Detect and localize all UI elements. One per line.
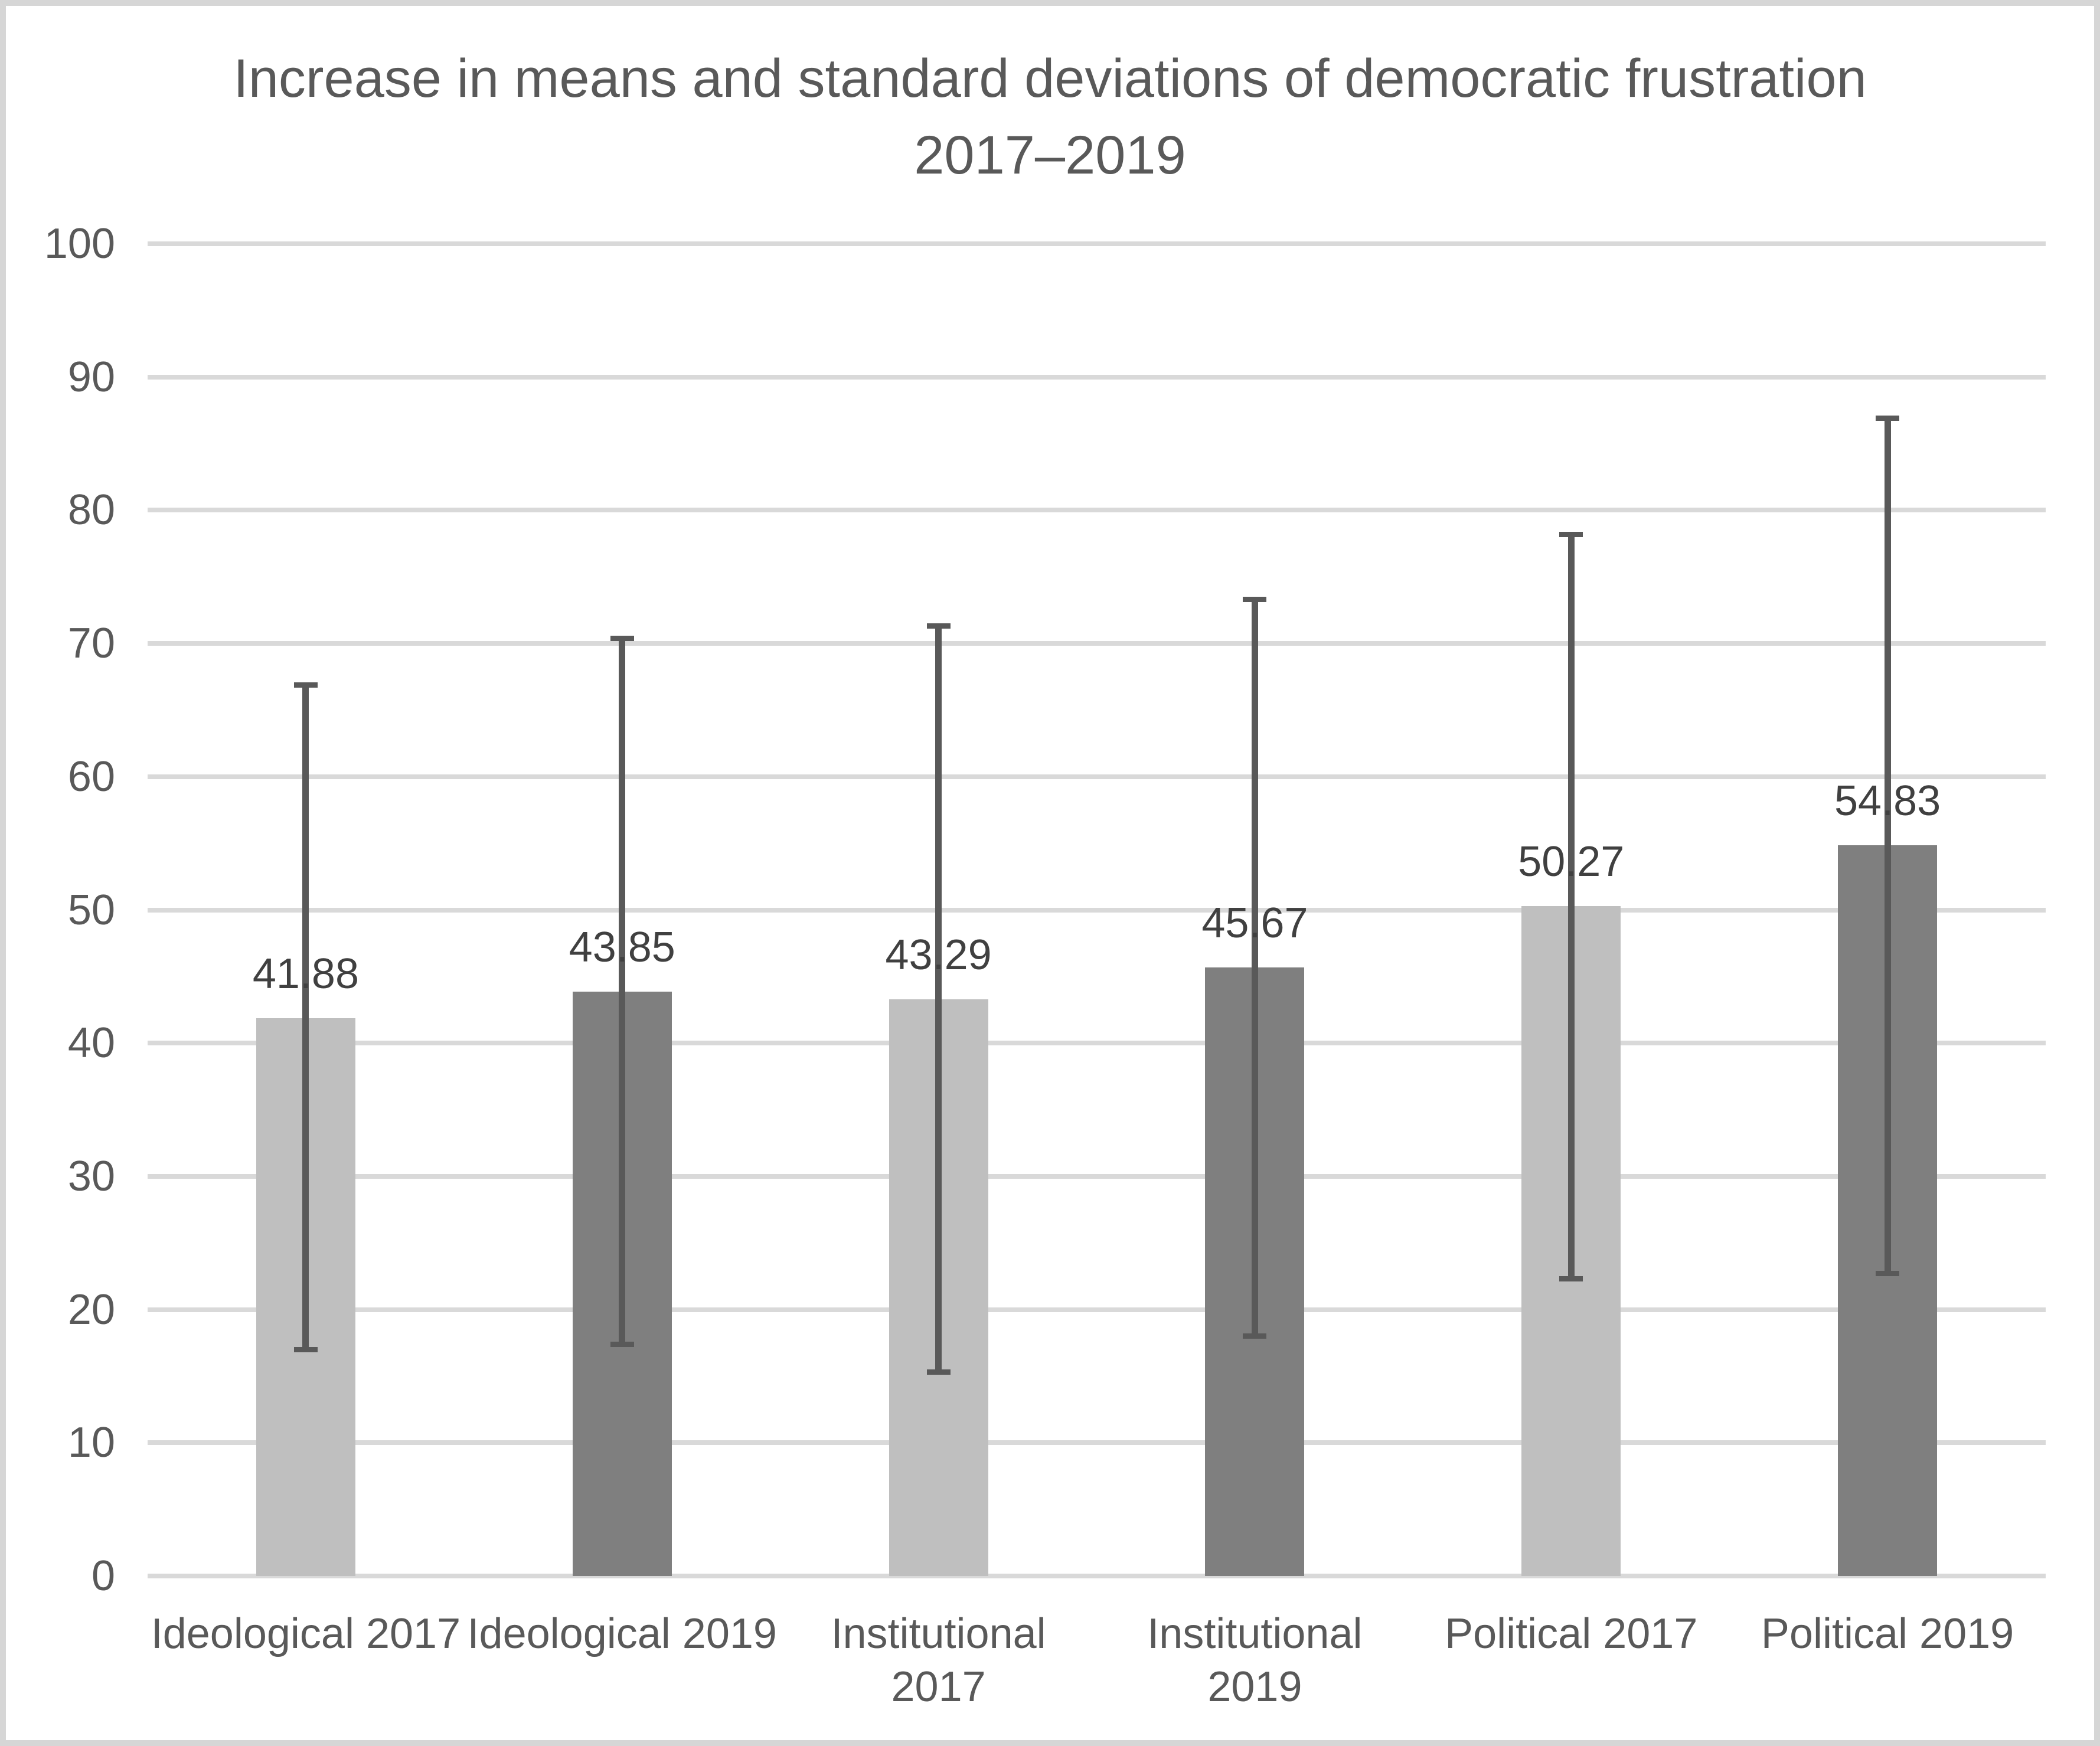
gridline-60 [148,774,2046,779]
bar-value-label-ideological-2017: 41.88 [252,950,359,998]
error-bar-ideological-2019 [619,638,626,1345]
error-bar-cap-bottom-political-2019 [1876,1271,1900,1277]
gridline-100 [148,241,2046,246]
gridline-50 [148,907,2046,913]
error-bar-cap-top-political-2019 [1876,416,1900,421]
y-axis-tick-label-50: 50 [67,886,115,934]
y-axis-tick-label-30: 30 [67,1152,115,1200]
gridline-80 [148,508,2046,513]
gridline-90 [148,374,2046,380]
x-axis-label-institutional-2017: Institutional 2017 [831,1610,1046,1711]
bar-value-label-ideological-2019: 43.85 [569,924,675,972]
error-bar-cap-bottom-institutional-2019 [1243,1333,1267,1339]
error-bar-institutional-2019 [1251,599,1258,1336]
error-bar-cap-bottom-ideological-2017 [293,1346,318,1352]
gridline-20 [148,1307,2046,1312]
error-bar-cap-top-ideological-2017 [293,682,318,688]
y-axis-tick-label-70: 70 [67,620,115,668]
y-axis-tick-label-60: 60 [67,753,115,800]
gridline-30 [148,1173,2046,1179]
error-bar-ideological-2017 [302,685,309,1350]
error-bar-political-2019 [1884,418,1891,1274]
error-bar-cap-top-institutional-2017 [926,623,951,629]
gridline-0 [148,1574,2046,1578]
error-bar-cap-top-ideological-2019 [610,635,634,641]
y-axis-tick-label-0: 0 [91,1552,115,1600]
error-bar-cap-top-political-2017 [1559,531,1583,537]
x-axis-label-ideological-2017: Ideological 2017 [151,1610,461,1657]
plot-area: 0 10 20 30 40 50 60 70 80 90 100 41.88 Ideological 2… [6,6,2094,1740]
x-axis-label-institutional-2019: Institutional 2019 [1147,1610,1363,1711]
y-axis-tick-label-80: 80 [67,486,115,534]
gridline-40 [148,1041,2046,1046]
y-axis-tick-label-10: 10 [67,1419,115,1467]
chart-title-line1: Increase in means and standard deviation… [233,48,1867,109]
error-bar-institutional-2017 [935,626,942,1372]
error-bar-cap-bottom-institutional-2017 [926,1369,951,1375]
bar-value-label-political-2017: 50.27 [1518,838,1625,886]
x-axis-label-political-2019: Political 2019 [1761,1610,2014,1657]
error-bar-cap-bottom-political-2017 [1559,1276,1583,1282]
bar-value-label-institutional-2019: 45.67 [1201,900,1308,947]
error-bar-cap-top-institutional-2019 [1243,597,1267,603]
bar-value-label-political-2019: 54.83 [1834,777,1941,825]
y-axis-tick-label-20: 20 [67,1286,115,1333]
y-axis-tick-label-40: 40 [67,1019,115,1067]
gridline-10 [148,1440,2046,1446]
gridline-70 [148,641,2046,646]
y-axis-tick-label-90: 90 [67,353,115,401]
x-axis-label-political-2017: Political 2017 [1445,1610,1698,1657]
x-axis-label-ideological-2019: Ideological 2019 [467,1610,777,1657]
bar-value-label-institutional-2017: 43.29 [885,931,992,979]
error-bar-political-2017 [1567,534,1575,1279]
chart-title: Increase in means and standard deviation… [6,40,2094,194]
chart-title-line2: 2017–2019 [914,125,1186,185]
y-axis-tick-label-100: 100 [44,220,115,267]
error-bar-cap-bottom-ideological-2019 [610,1341,634,1347]
